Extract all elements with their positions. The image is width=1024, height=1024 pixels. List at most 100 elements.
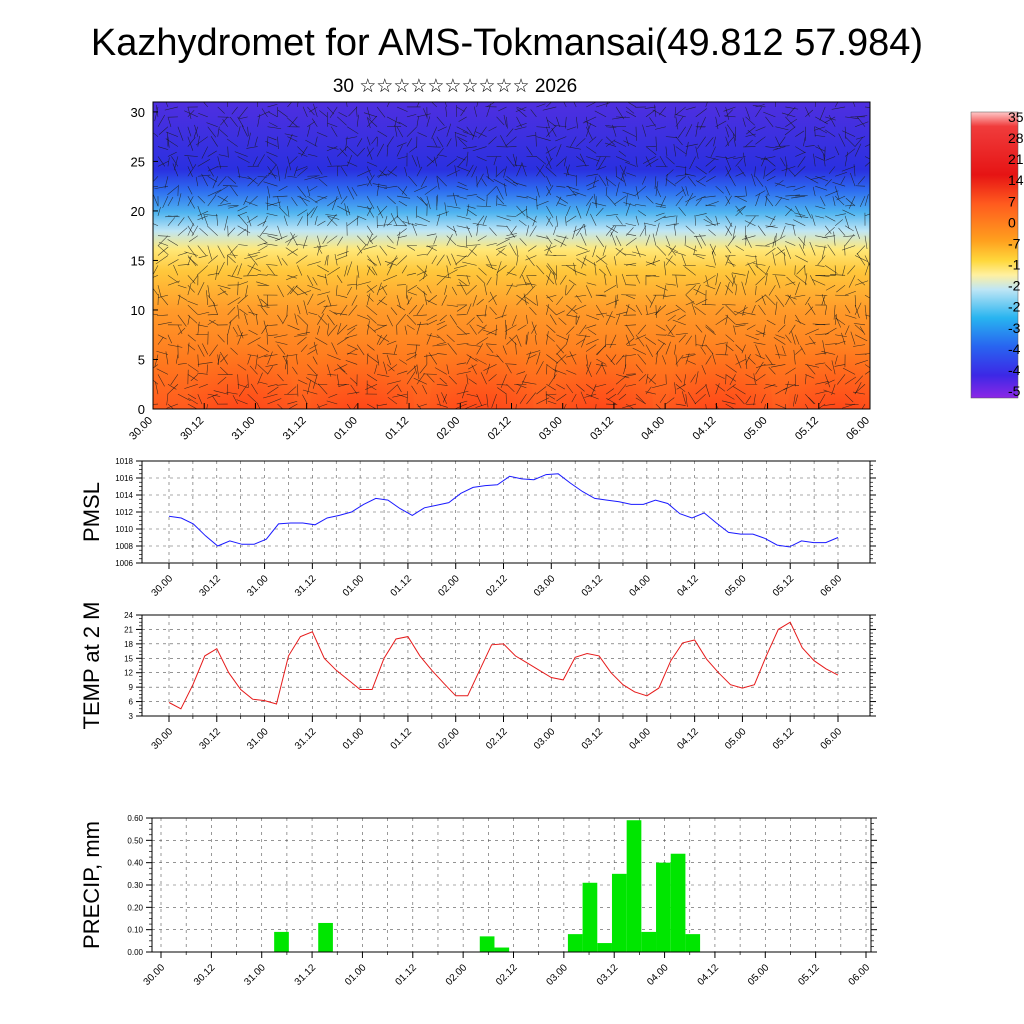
wind-barb bbox=[297, 304, 301, 315]
warm-core bbox=[190, 324, 295, 409]
wind-barb bbox=[733, 325, 736, 335]
wind-barb bbox=[335, 255, 348, 261]
wind-barb bbox=[463, 403, 477, 409]
wind-barb bbox=[519, 265, 527, 279]
wind-barb bbox=[655, 351, 659, 365]
wind-barb bbox=[247, 132, 251, 147]
wind-barb bbox=[187, 393, 197, 400]
wind-barb bbox=[188, 257, 198, 266]
wind-barb bbox=[187, 164, 197, 177]
wind-barb bbox=[267, 156, 278, 166]
wind-barb bbox=[754, 166, 756, 177]
precip-bar bbox=[494, 947, 510, 952]
wind-barb bbox=[206, 364, 209, 374]
wind-barb bbox=[257, 304, 270, 308]
wind-barb bbox=[845, 116, 859, 120]
wind-barb bbox=[725, 334, 735, 343]
wind-barb bbox=[197, 282, 205, 296]
wind-barb bbox=[755, 176, 764, 187]
wind-barb bbox=[426, 146, 441, 148]
xtick-label: 02.00 bbox=[436, 573, 462, 599]
ytick-label: 0.50 bbox=[127, 836, 143, 845]
xtick-label: 02.12 bbox=[494, 962, 520, 988]
xtick-label: 03.00 bbox=[545, 962, 571, 988]
wind-barb bbox=[833, 231, 836, 246]
wind-barb bbox=[357, 281, 371, 286]
wind-barb bbox=[605, 124, 617, 128]
wind-barb bbox=[725, 186, 731, 196]
wind-barb bbox=[527, 354, 537, 359]
wind-barb bbox=[506, 283, 513, 296]
wind-barb bbox=[257, 344, 270, 353]
wind-barb bbox=[496, 225, 508, 227]
wind-barb bbox=[287, 403, 298, 409]
wind-barb bbox=[184, 110, 198, 118]
xtick-label: 05.00 bbox=[723, 573, 749, 599]
wind-barb bbox=[785, 294, 797, 300]
wind-barb bbox=[681, 254, 687, 266]
wind-barb bbox=[695, 198, 702, 207]
wind-barb bbox=[795, 195, 808, 197]
wind-barb bbox=[247, 176, 258, 185]
wind-barb bbox=[446, 225, 457, 233]
xtick-label: 04.00 bbox=[628, 726, 654, 752]
wind-barb bbox=[437, 154, 447, 157]
ytick-label: 1018 bbox=[115, 457, 133, 466]
ytick-label: 0.00 bbox=[127, 948, 143, 957]
wind-barb bbox=[267, 334, 278, 336]
wind-barb bbox=[257, 242, 268, 246]
wind-barb bbox=[662, 355, 667, 365]
wind-barb bbox=[645, 260, 660, 266]
wind-barb bbox=[525, 334, 527, 345]
wind-barb bbox=[645, 234, 651, 246]
wind-barb bbox=[687, 391, 696, 405]
wind-barb bbox=[285, 235, 298, 243]
wind-barb bbox=[774, 182, 786, 187]
wind-barb bbox=[643, 222, 656, 227]
wind-barb bbox=[864, 314, 870, 317]
wind-barb bbox=[705, 384, 710, 398]
wind-barb bbox=[177, 264, 190, 266]
precip-bar bbox=[685, 934, 701, 952]
wind-barb bbox=[844, 148, 856, 157]
xtick-label: 01.00 bbox=[343, 962, 369, 988]
wind-barb bbox=[496, 261, 502, 276]
wind-barb bbox=[625, 324, 635, 338]
wind-barb bbox=[383, 275, 398, 282]
wind-barb bbox=[197, 344, 205, 357]
wind-barb bbox=[545, 166, 557, 177]
wind-barb bbox=[184, 251, 198, 256]
wind-barb bbox=[605, 225, 615, 236]
wind-barb bbox=[386, 340, 397, 345]
wind-barb bbox=[177, 193, 182, 207]
wind-barb bbox=[466, 303, 472, 316]
wind-barb bbox=[605, 225, 618, 233]
wind-barb bbox=[645, 373, 649, 385]
wind-barb bbox=[462, 146, 477, 149]
wind-barb bbox=[677, 126, 686, 138]
wind-barb bbox=[585, 344, 597, 352]
wind-barb bbox=[452, 192, 457, 207]
wind-barb bbox=[821, 245, 826, 259]
colorbar-label: 14 bbox=[1008, 172, 1024, 188]
wind-barb bbox=[387, 170, 398, 177]
wind-barb bbox=[506, 266, 516, 276]
wind-barb bbox=[165, 131, 178, 137]
wind-barb bbox=[254, 136, 258, 147]
ytick-label: 0.40 bbox=[127, 859, 143, 868]
wind-barb bbox=[267, 351, 273, 365]
wind-barb bbox=[267, 235, 281, 240]
wind-barb bbox=[187, 156, 194, 169]
wind-barb bbox=[821, 351, 836, 355]
wind-barb bbox=[441, 392, 448, 405]
panel-frame bbox=[141, 614, 871, 717]
wind-barb bbox=[476, 173, 484, 187]
wind-barb bbox=[307, 207, 315, 217]
wind-barb bbox=[725, 126, 730, 138]
wind-barb bbox=[824, 364, 832, 372]
wind-barb bbox=[313, 341, 318, 355]
wind-barb bbox=[297, 336, 307, 345]
wind-barb bbox=[609, 334, 617, 348]
wind-barb bbox=[377, 324, 387, 326]
heat-xtick-label: 06.00 bbox=[844, 415, 872, 443]
